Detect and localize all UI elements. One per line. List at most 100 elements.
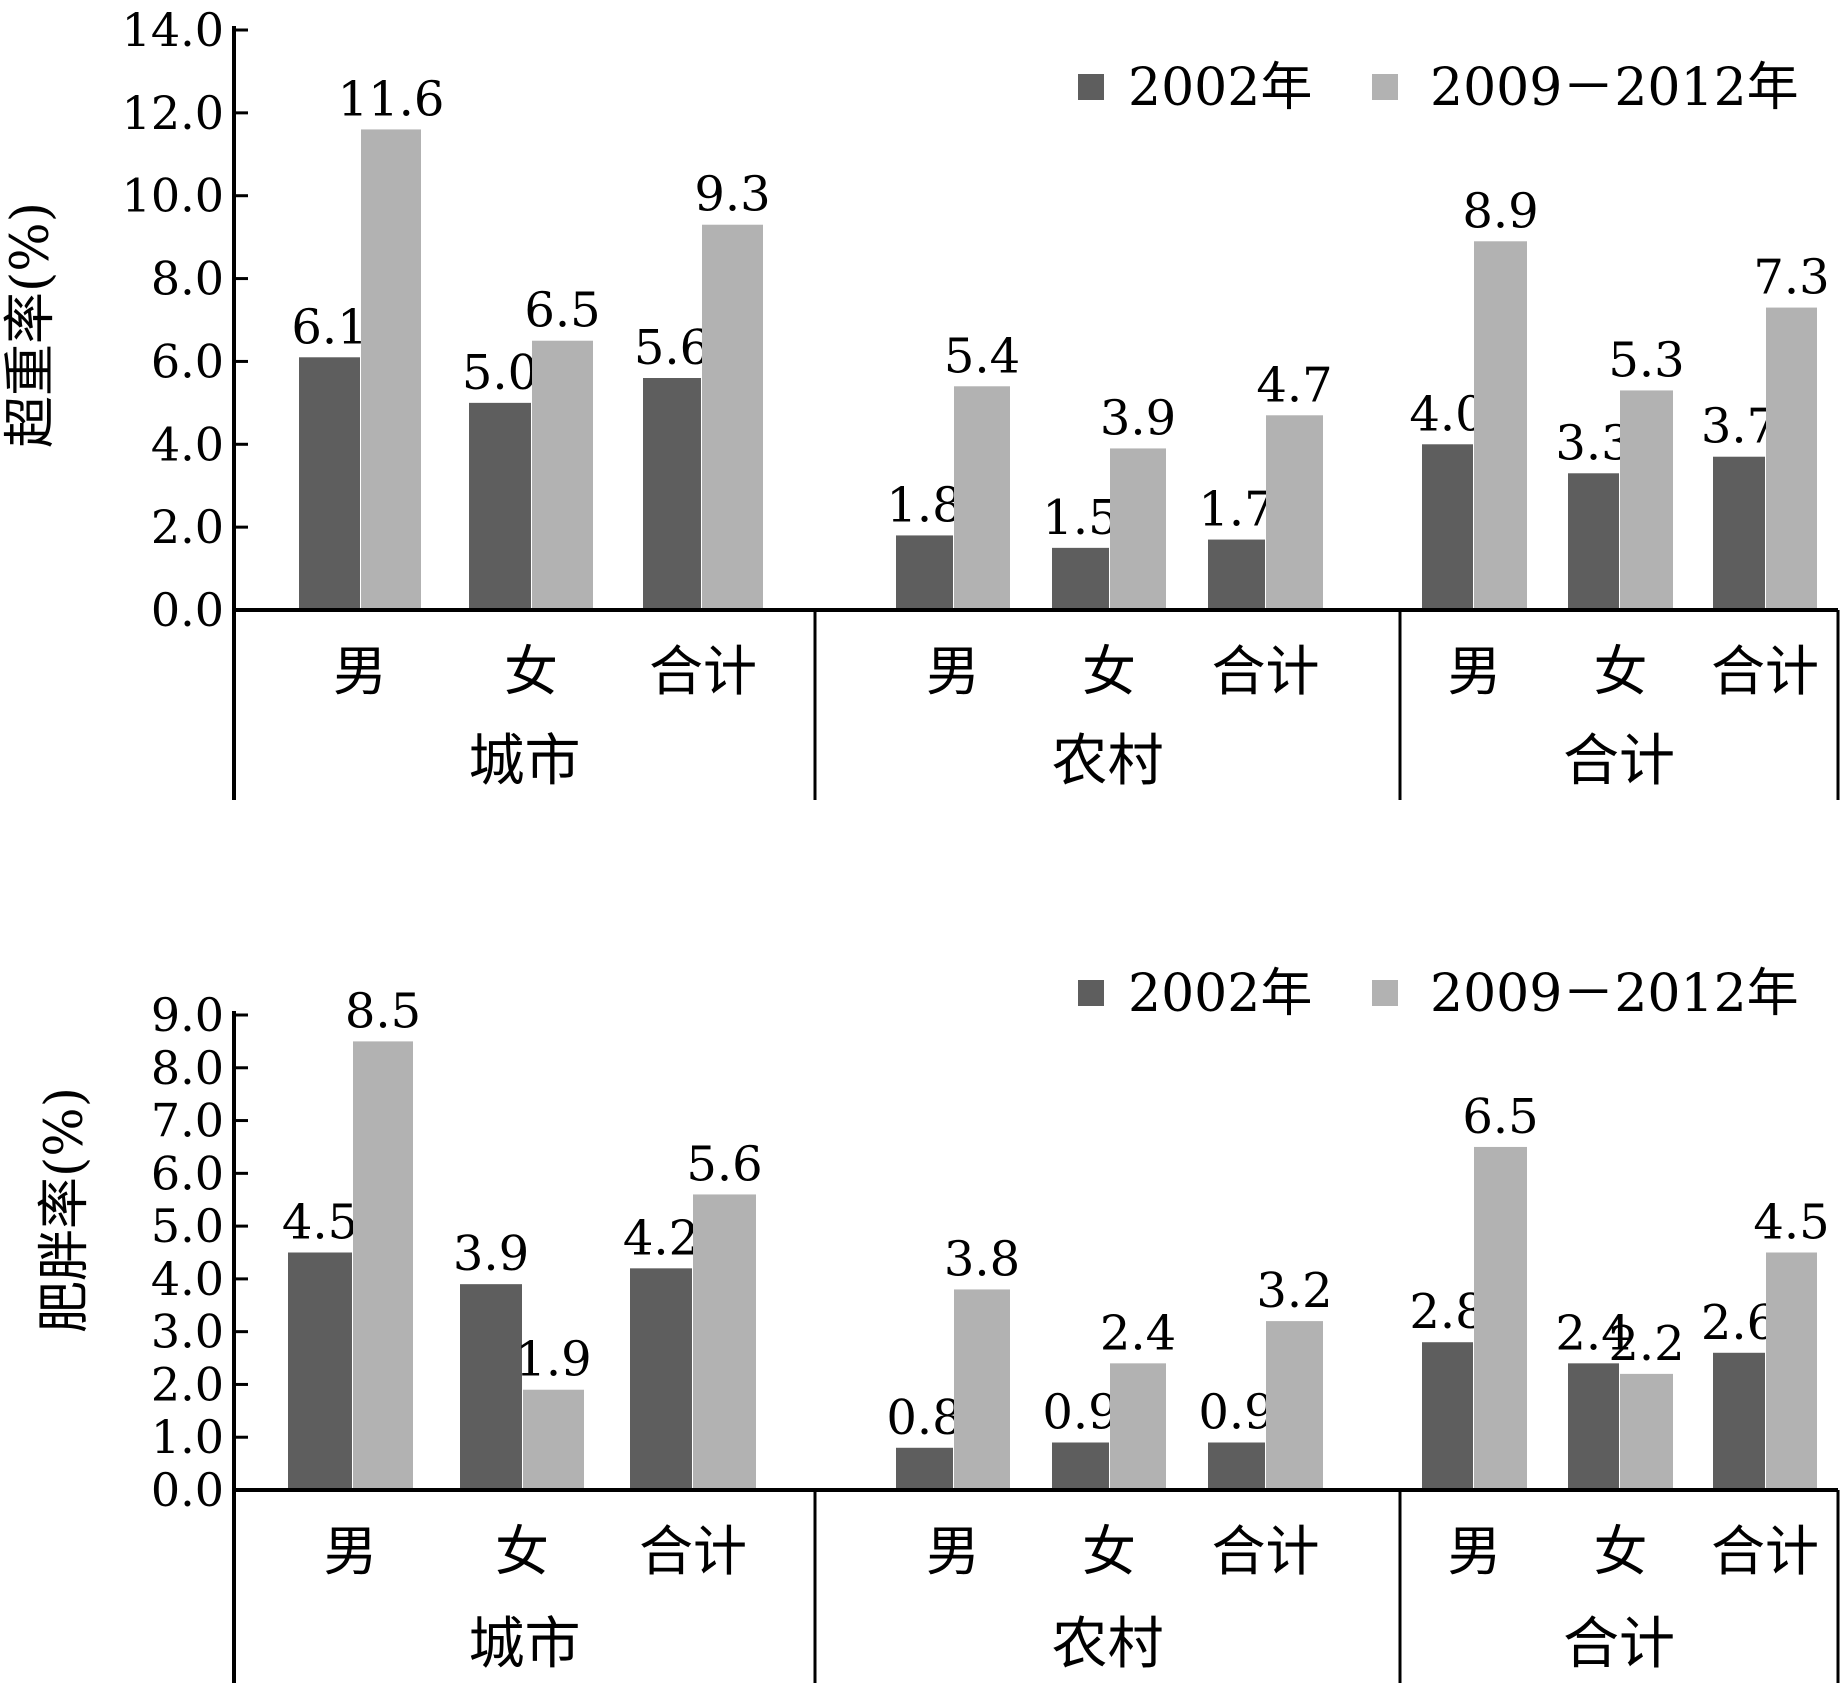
x-group-label: 合计 (1563, 729, 1675, 794)
data-label: 2.4 (1100, 1305, 1176, 1361)
data-label: 0.9 (1042, 1385, 1118, 1441)
x-category-label: 女 (1082, 640, 1136, 703)
data-label: 6.5 (524, 283, 600, 339)
data-label: 8.9 (1462, 183, 1538, 239)
y-axis-title: 超重率(%) (1, 202, 61, 448)
y-tick-label: 0.0 (151, 583, 224, 637)
bar (1052, 1442, 1109, 1490)
x-group-label: 农村 (1052, 1612, 1164, 1677)
x-category-label: 女 (1594, 1520, 1648, 1583)
bar (1208, 1442, 1265, 1490)
bar (1474, 1146, 1527, 1490)
y-tick-label: 12.0 (122, 86, 224, 140)
bar (1474, 241, 1527, 611)
y-axis-title: 肥胖率(%) (35, 1087, 95, 1333)
x-category-label: 女 (1082, 1520, 1136, 1583)
data-label: 3.7 (1701, 399, 1777, 455)
legend-label: 2002年 (1128, 58, 1312, 118)
data-label: 3.9 (453, 1226, 529, 1282)
bar (1568, 1363, 1619, 1490)
bar (1568, 473, 1619, 610)
y-tick-label: 2.0 (151, 1357, 224, 1411)
data-label: 0.8 (886, 1390, 962, 1446)
overweight-chart: 6.1 5.0 5.6 1.8 1.5 1.7 4.0 3.3 3.7 11.6 6.5 9.3 5.4… (1, 3, 1840, 800)
bar (643, 378, 701, 610)
bar (896, 1447, 953, 1490)
y-tick-label: 5.0 (151, 1199, 224, 1253)
bar (954, 1289, 1010, 1490)
bar (1766, 307, 1817, 610)
y-tick-label: 0.0 (151, 1463, 224, 1517)
legend-swatch (1372, 980, 1398, 1006)
y-tick-label: 8.0 (151, 252, 224, 306)
bar (1620, 1373, 1673, 1490)
y-tick-label: 8.0 (151, 1041, 224, 1095)
bar (702, 224, 763, 610)
x-category-label: 男 (926, 1520, 980, 1583)
y-tick-label: 1.0 (151, 1410, 224, 1464)
data-label: 3.9 (1100, 390, 1176, 446)
bar (460, 1284, 522, 1490)
data-label: 2.4 (1555, 1305, 1631, 1361)
data-label: 3.2 (1256, 1263, 1332, 1319)
x-category-label: 女 (1594, 640, 1648, 703)
data-label: 3.8 (944, 1231, 1020, 1287)
data-label: 0.9 (1198, 1385, 1274, 1441)
data-label: 1.7 (1198, 482, 1274, 538)
bar (1766, 1252, 1817, 1490)
bar (1422, 444, 1473, 610)
x-category-label: 男 (333, 640, 387, 703)
data-label: 1.9 (515, 1332, 591, 1388)
bar (288, 1252, 352, 1490)
data-label: 1.5 (1042, 490, 1118, 546)
y-tick-label: 6.0 (151, 1146, 224, 1200)
data-label: 4.5 (282, 1195, 358, 1251)
legend-swatch (1078, 74, 1104, 100)
data-label: 4.2 (623, 1210, 699, 1266)
bar (469, 402, 531, 610)
data-label: 4.0 (1409, 386, 1485, 442)
legend-label: 2002年 (1128, 964, 1312, 1024)
x-category-label: 合计 (649, 640, 757, 703)
legend-label: 2009－2012年 (1430, 58, 1799, 118)
y-tick-label: 14.0 (122, 3, 224, 57)
data-label: 6.5 (1462, 1089, 1538, 1145)
data-label: 5.3 (1608, 332, 1684, 388)
data-label: 9.3 (694, 167, 770, 223)
y-tick-label: 10.0 (122, 169, 224, 223)
x-category-label: 合计 (1711, 1520, 1819, 1583)
x-group-label: 农村 (1052, 729, 1164, 794)
bar (1266, 415, 1323, 610)
bar (630, 1268, 692, 1490)
x-category-label: 女 (504, 640, 558, 703)
x-category-label: 男 (324, 1520, 378, 1583)
data-label: 5.6 (634, 320, 710, 376)
legend-swatch (1372, 74, 1398, 100)
obesity-chart: 4.5 3.9 4.2 0.8 0.9 0.9 2.8 2.4 2.6 8.5 1.9 5.6 3.8 2… (35, 964, 1840, 1683)
y-tick-label: 6.0 (151, 334, 224, 388)
data-label: 4.7 (1256, 357, 1332, 413)
data-label: 2.2 (1608, 1316, 1684, 1372)
bar (299, 357, 360, 610)
data-label: 7.3 (1753, 250, 1829, 306)
x-category-label: 合计 (1212, 640, 1320, 703)
y-tick-label: 7.0 (151, 1094, 224, 1148)
data-label: 2.8 (1409, 1284, 1485, 1340)
legend-swatch (1078, 980, 1104, 1006)
bar (1052, 547, 1109, 610)
bar (361, 129, 421, 610)
bar (353, 1041, 413, 1490)
x-group-label: 合计 (1563, 1612, 1675, 1677)
legend-label: 2009－2012年 (1430, 964, 1799, 1024)
x-group-label: 城市 (469, 729, 581, 794)
bar (1620, 390, 1673, 610)
x-category-label: 合计 (1212, 1520, 1320, 1583)
data-label: 3.3 (1555, 415, 1631, 471)
x-category-label: 女 (495, 1520, 549, 1583)
bar (1713, 1352, 1765, 1490)
data-label: 2.6 (1701, 1295, 1777, 1351)
y-tick-label: 4.0 (151, 417, 224, 471)
x-category-label: 合计 (1711, 640, 1819, 703)
